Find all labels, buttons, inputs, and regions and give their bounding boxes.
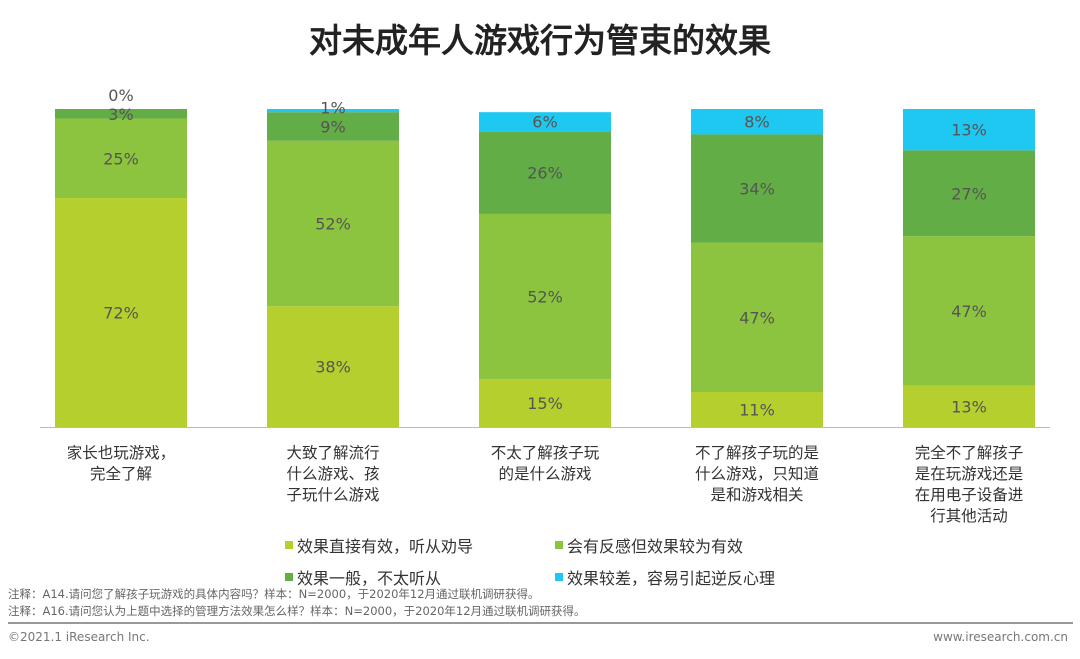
data-label: 3% (108, 105, 133, 124)
website: www.iresearch.com.cn (933, 630, 1068, 644)
data-label: 47% (739, 308, 775, 327)
note-1: 注释：A14.请问您了解孩子玩游戏的具体内容吗？样本：N=2000，于2020年… (8, 587, 540, 601)
footer-divider (8, 622, 1073, 624)
bar-segment (55, 198, 187, 427)
data-label: 38% (315, 358, 351, 377)
data-label: 72% (103, 304, 139, 323)
data-label: 26% (527, 164, 563, 183)
data-label: 52% (315, 214, 351, 233)
legend-item: 会有反感但效果较为有效 (555, 533, 815, 557)
data-label: 15% (527, 394, 563, 413)
bar-segment (267, 112, 399, 141)
stacked-bar-chart: 72% 25% 3%0% 38% 52% 9%1% 15% 52% 26% 6% 11% 47% 34%… (55, 86, 1035, 427)
bar-segment (903, 109, 1035, 151)
legend-label: 会有反感但效果较为有效 (567, 537, 744, 556)
bar-segment (479, 379, 611, 427)
data-label: 9% (320, 117, 345, 136)
bar-segment (479, 131, 611, 214)
data-label: 1% (320, 98, 345, 117)
data-label: 52% (527, 288, 563, 307)
bar-segment (691, 242, 823, 393)
data-label: 13% (951, 121, 987, 140)
bar-segment (691, 392, 823, 427)
data-label: 25% (103, 149, 139, 168)
data-label: 13% (951, 397, 987, 416)
bar-segment (55, 109, 187, 119)
bar-segment (691, 109, 823, 135)
bar-segment (479, 112, 611, 132)
note-2: 注释：A16.请问您认为上题中选择的管理方法效果怎么样？样本：N=2000，于2… (8, 604, 586, 618)
legend-label: 效果较差，容易引起逆反心理 (567, 569, 776, 588)
copyright: ©2021.1 iResearch Inc. (8, 630, 150, 644)
bar-segment (903, 150, 1035, 237)
data-label: 47% (951, 302, 987, 321)
chart-title: 对未成年人游戏行为管束的效果 (309, 21, 771, 60)
category-label: 大致了解流行 什么游戏、孩 子玩什么游戏 (286, 444, 380, 504)
legend-swatch (555, 573, 563, 581)
data-label: 8% (744, 113, 769, 132)
bar-segment (55, 118, 187, 199)
x-axis-line (40, 427, 1050, 428)
category-label: 不了解孩子玩的是 什么游戏，只知道 是和游戏相关 (694, 444, 819, 504)
data-label: 11% (739, 401, 775, 420)
data-label: 27% (951, 184, 987, 203)
legend-label: 效果直接有效，听从劝导 (297, 537, 474, 556)
legend-swatch (555, 541, 563, 549)
category-label: 完全不了解孩子 是在玩游戏还是 在用电子设备进 行其他活动 (914, 444, 1024, 525)
legend-item: 效果较差，容易引起逆反心理 (555, 565, 815, 589)
bar-segment (267, 109, 399, 113)
category-label: 家长也玩游戏， 完全了解 (66, 444, 176, 483)
legend: 效果直接有效，听从劝导 会有反感但效果较为有效效果一般，不太听从 效果较差，容易引起… (285, 533, 815, 589)
bar-segment (691, 134, 823, 243)
data-label: 34% (739, 180, 775, 199)
legend-swatch (285, 541, 293, 549)
bar-segment (267, 306, 399, 427)
legend-label: 效果一般，不太听从 (297, 569, 442, 588)
bar-segment (903, 236, 1035, 386)
legend-item: 效果一般，不太听从 (285, 565, 555, 589)
bar-segment (903, 385, 1035, 427)
bar-segment (267, 140, 399, 307)
bar-segment (479, 213, 611, 380)
legend-item: 效果直接有效，听从劝导 (285, 533, 555, 557)
data-label: 0% (108, 86, 133, 105)
data-label: 6% (532, 113, 557, 132)
legend-swatch (285, 573, 293, 581)
category-label: 不太了解孩子玩 的是什么游戏 (490, 444, 600, 483)
